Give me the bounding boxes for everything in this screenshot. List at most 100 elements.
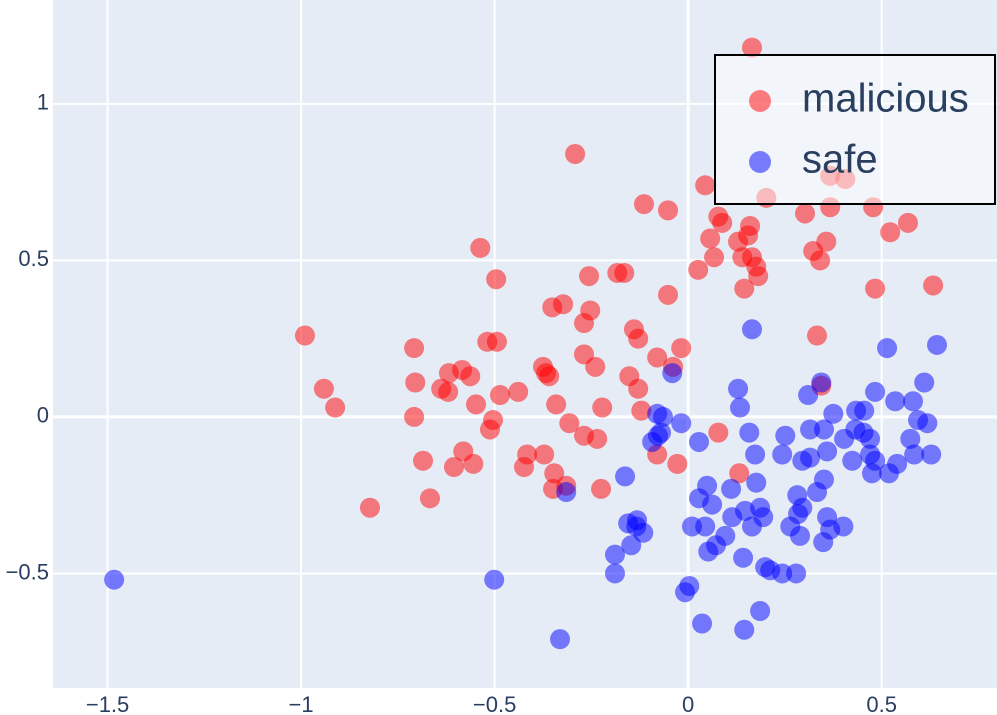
data-point	[877, 338, 898, 359]
data-point	[404, 338, 425, 359]
data-point	[842, 450, 863, 471]
data-point	[742, 37, 763, 58]
data-point	[591, 478, 612, 499]
data-point	[615, 466, 636, 487]
data-point	[921, 444, 942, 465]
data-point	[587, 428, 608, 449]
data-point	[917, 413, 938, 434]
data-point	[800, 419, 821, 440]
y-tick-label: 1	[37, 90, 49, 115]
data-point	[879, 463, 900, 484]
data-point	[652, 406, 673, 427]
data-point	[834, 428, 855, 449]
data-point	[470, 237, 491, 258]
data-point	[688, 431, 709, 452]
data-point	[734, 278, 755, 299]
data-point	[795, 203, 816, 224]
y-tick-label: 0.5	[18, 246, 49, 271]
data-point	[534, 444, 555, 465]
data-point	[823, 403, 844, 424]
legend-label: safe	[802, 138, 878, 182]
data-point	[579, 266, 600, 287]
data-point	[539, 366, 560, 387]
data-point	[739, 422, 760, 443]
data-point	[631, 400, 652, 421]
data-point	[479, 419, 500, 440]
data-point	[546, 394, 567, 415]
data-point	[698, 541, 719, 562]
data-point	[592, 397, 613, 418]
data-point	[903, 391, 924, 412]
legend-label: malicious	[802, 77, 969, 121]
data-point	[658, 200, 679, 221]
data-point	[614, 262, 635, 283]
data-point	[313, 378, 334, 399]
data-point	[550, 629, 571, 650]
data-point	[490, 385, 511, 406]
data-point	[460, 366, 481, 387]
data-point	[807, 325, 828, 346]
data-point	[585, 356, 606, 377]
data-point	[704, 247, 725, 268]
data-point	[813, 532, 834, 553]
data-point	[628, 328, 649, 349]
data-point	[914, 372, 935, 393]
data-point	[733, 547, 754, 568]
data-point	[404, 406, 425, 427]
data-point	[514, 457, 535, 478]
x-tick-label: −1.5	[86, 692, 129, 715]
data-point	[885, 391, 906, 412]
data-point	[604, 563, 625, 584]
data-point	[904, 444, 925, 465]
data-point	[897, 212, 918, 233]
data-point	[817, 441, 838, 462]
data-point	[700, 228, 721, 249]
data-point	[695, 175, 716, 196]
data-point	[484, 569, 505, 590]
legend-marker	[749, 151, 771, 173]
legend: malicious safe	[714, 54, 996, 205]
data-point	[671, 413, 692, 434]
data-point	[800, 447, 821, 468]
data-point	[104, 569, 125, 590]
data-point	[722, 507, 743, 528]
data-point	[900, 428, 921, 449]
legend-marker	[749, 90, 771, 112]
data-point	[813, 419, 834, 440]
data-point	[742, 516, 763, 537]
data-point	[695, 516, 716, 537]
data-point	[463, 453, 484, 474]
data-point	[359, 497, 380, 518]
y-tick-label: −0.5	[6, 559, 49, 584]
x-tick-label: 0.5	[866, 692, 897, 715]
data-point	[565, 144, 586, 165]
data-point	[807, 482, 828, 503]
data-point	[789, 525, 810, 546]
data-point	[811, 372, 832, 393]
data-point	[633, 522, 654, 543]
data-point	[865, 381, 886, 402]
data-point	[729, 463, 750, 484]
data-point	[667, 453, 688, 474]
data-point	[556, 482, 577, 503]
data-point	[443, 457, 464, 478]
data-point	[671, 338, 692, 359]
data-point	[508, 381, 529, 402]
data-point	[721, 478, 742, 499]
data-point	[325, 397, 346, 418]
data-point	[772, 563, 793, 584]
data-point	[772, 444, 793, 465]
y-tick-label: 0	[37, 403, 49, 428]
data-point	[860, 428, 881, 449]
data-point	[880, 222, 901, 243]
data-point	[748, 266, 769, 287]
data-point	[438, 381, 459, 402]
data-point	[413, 450, 434, 471]
legend-box	[714, 54, 996, 205]
x-tick-label: −0.5	[473, 692, 516, 715]
data-point	[621, 535, 642, 556]
data-point	[486, 331, 507, 352]
data-point	[927, 334, 948, 355]
data-point	[688, 259, 709, 280]
data-point	[675, 582, 696, 603]
